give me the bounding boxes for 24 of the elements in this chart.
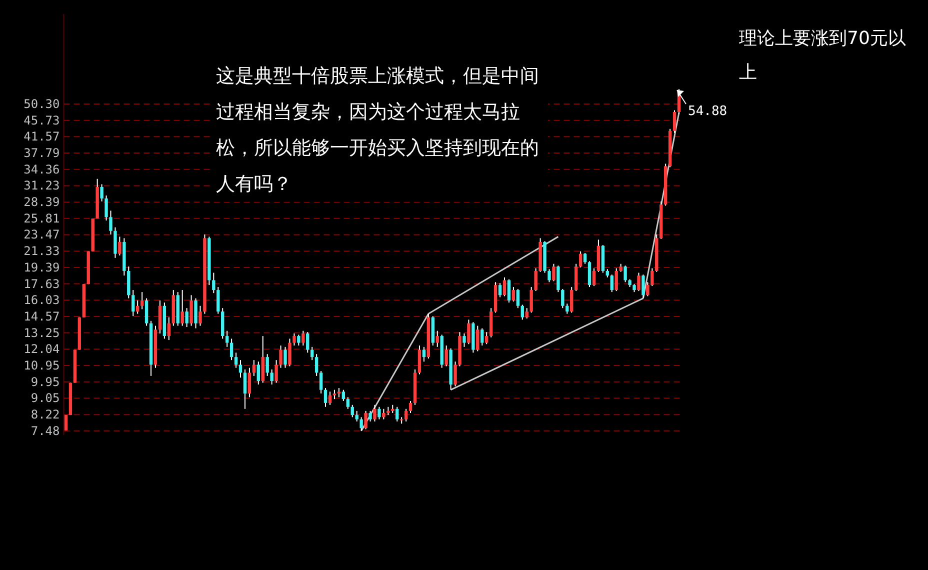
y-tick-label: 31.23 xyxy=(24,178,60,193)
y-tick-label: 25.81 xyxy=(24,211,60,226)
text: 54.88 xyxy=(688,104,728,120)
y-tick-label: 10.95 xyxy=(24,358,60,372)
y-tick-label: 21.33 xyxy=(24,244,60,258)
text: 理论上要涨到70元以上 xyxy=(735,22,911,90)
y-tick-label: 37.79 xyxy=(24,146,60,160)
y-tick-label: 45.73 xyxy=(24,113,60,128)
y-tick-label: 9.95 xyxy=(30,374,60,389)
y-tick-label: 41.57 xyxy=(24,130,60,144)
y-tick-label: 14.57 xyxy=(24,309,60,324)
y-tick-label: 17.63 xyxy=(24,276,60,291)
y-tick-label: 9.05 xyxy=(30,391,60,406)
y-tick-label: 28.39 xyxy=(24,195,60,210)
y-tick-label: 13.25 xyxy=(24,326,60,340)
y-tick-label: 19.39 xyxy=(24,260,60,274)
annotation: 这是典型十倍股票上涨模式，但是中间过程相当复杂，因为这个过程太马拉松，所以能够一开始买入坚持到现在的人有吗？ xyxy=(212,58,548,202)
y-tick-label: 8.22 xyxy=(30,408,60,422)
y-tick-label: 34.36 xyxy=(24,162,60,176)
y-tick-label: 12.04 xyxy=(24,342,60,356)
y-tick-label: 23.47 xyxy=(24,228,60,242)
y-tick-label: 7.48 xyxy=(30,424,60,438)
y-tick-label: 16.03 xyxy=(24,293,60,308)
y-tick-label: 50.30 xyxy=(24,96,60,111)
